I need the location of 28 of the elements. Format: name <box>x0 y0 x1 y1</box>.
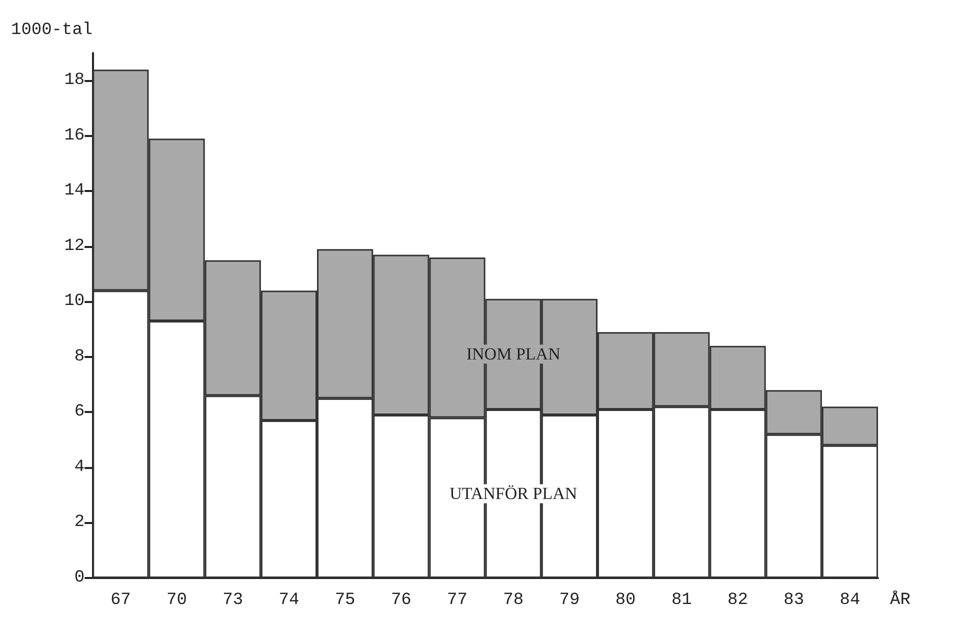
x-tick-label: 83 <box>784 591 804 610</box>
y-tick-label: 12 <box>64 236 85 256</box>
y-tick-label: 6 <box>74 402 85 422</box>
x-tick-label: 82 <box>728 591 748 610</box>
y-tick-label: 4 <box>74 458 85 477</box>
x-tick-label: 78 <box>503 591 524 610</box>
y-axis-title: 1000-tal <box>10 21 93 40</box>
y-tick-label: 14 <box>64 182 85 201</box>
x-tick-label: 75 <box>334 591 356 610</box>
x-tick-label: 67 <box>110 591 131 610</box>
x-tick-label: 79 <box>559 591 580 610</box>
x-tick-label: 76 <box>390 591 412 610</box>
x-tick-label: 70 <box>166 591 187 610</box>
x-tick-label: 84 <box>840 591 860 610</box>
y-tick-label: 0 <box>74 568 85 588</box>
y-tick-label: 16 <box>64 126 85 146</box>
y-tick-label: 8 <box>74 347 85 366</box>
y-tick-label: 2 <box>74 513 85 532</box>
x-axis-title: ÅR <box>890 590 910 610</box>
y-tick-label: 10 <box>64 292 85 312</box>
y-tick-label: 18 <box>64 71 85 90</box>
x-tick-label: 77 <box>447 591 468 610</box>
x-tick-label: 80 <box>615 591 636 610</box>
x-tick-label: 81 <box>671 591 692 610</box>
series-label: UTANFÖR PLAN <box>450 484 578 504</box>
x-tick-label: 73 <box>222 591 244 610</box>
x-tick-label: 74 <box>278 591 300 610</box>
series-label: INOM PLAN <box>466 344 560 364</box>
